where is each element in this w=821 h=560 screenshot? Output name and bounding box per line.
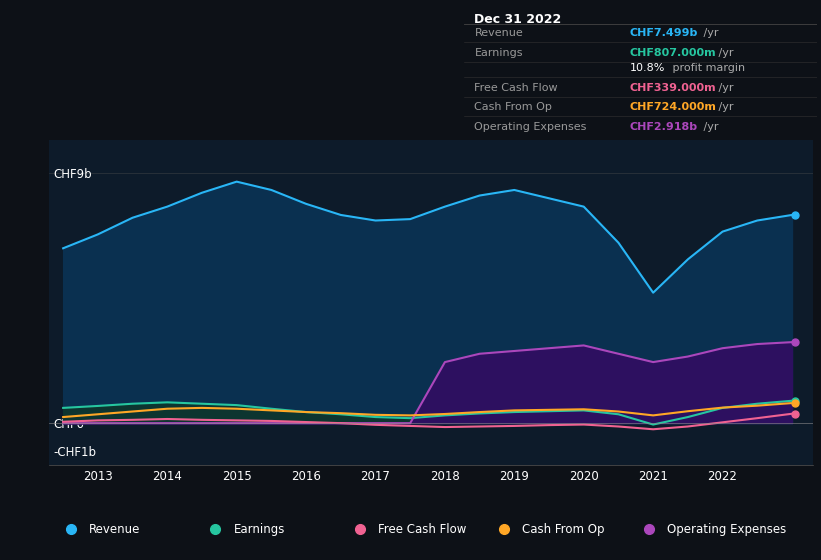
- Text: Operating Expenses: Operating Expenses: [475, 122, 587, 132]
- Text: CHF2.918b: CHF2.918b: [630, 122, 698, 132]
- Text: /yr: /yr: [715, 82, 734, 92]
- Text: /yr: /yr: [699, 122, 718, 132]
- Text: /yr: /yr: [715, 48, 734, 58]
- Text: Free Cash Flow: Free Cash Flow: [378, 522, 466, 536]
- Text: /yr: /yr: [699, 28, 718, 38]
- Text: Cash From Op: Cash From Op: [475, 102, 553, 112]
- Text: Earnings: Earnings: [475, 48, 523, 58]
- Text: Dec 31 2022: Dec 31 2022: [475, 12, 562, 26]
- Text: Free Cash Flow: Free Cash Flow: [475, 82, 558, 92]
- Text: Revenue: Revenue: [475, 28, 523, 38]
- Text: /yr: /yr: [715, 102, 734, 112]
- Text: Revenue: Revenue: [89, 522, 140, 536]
- Text: CHF724.000m: CHF724.000m: [630, 102, 717, 112]
- Text: CHF339.000m: CHF339.000m: [630, 82, 717, 92]
- Text: Operating Expenses: Operating Expenses: [667, 522, 787, 536]
- Text: CHF807.000m: CHF807.000m: [630, 48, 717, 58]
- Text: CHF7.499b: CHF7.499b: [630, 28, 698, 38]
- Text: 10.8%: 10.8%: [630, 63, 665, 73]
- Text: profit margin: profit margin: [668, 63, 745, 73]
- Text: Earnings: Earnings: [233, 522, 285, 536]
- Text: Cash From Op: Cash From Op: [522, 522, 605, 536]
